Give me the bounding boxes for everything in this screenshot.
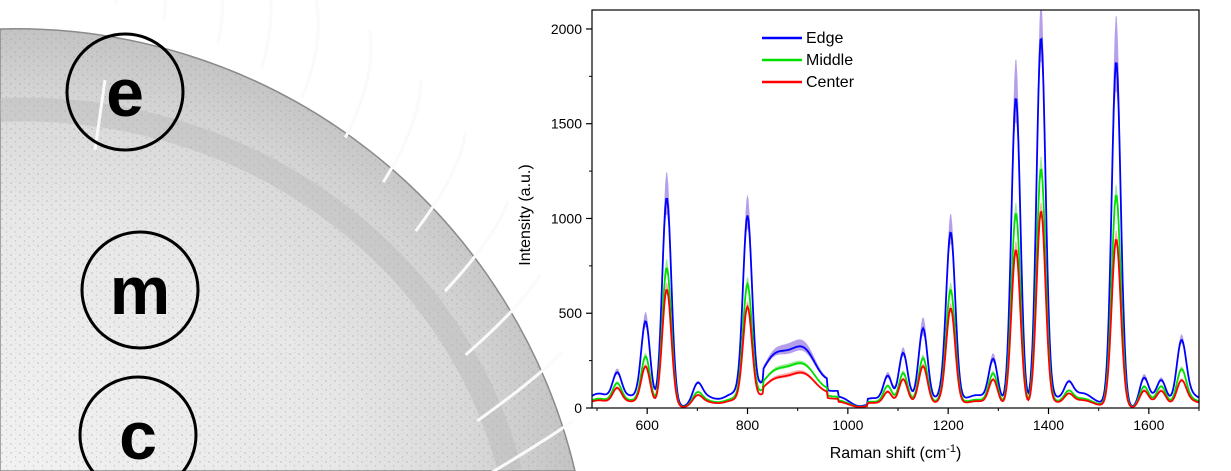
marker-label: c xyxy=(119,398,157,471)
marker-circle xyxy=(78,375,198,471)
crack-line xyxy=(259,0,273,69)
marker-circle xyxy=(80,230,200,350)
x-axis-label-main: Raman shift (cm xyxy=(830,445,946,462)
crack-line xyxy=(300,0,320,99)
edge-cracks xyxy=(93,0,574,471)
series-edge xyxy=(592,37,1199,407)
x-tick-label: 1600 xyxy=(1133,417,1164,433)
marker-center: c xyxy=(78,375,198,471)
droplet-texture xyxy=(0,28,575,471)
legend-label: Center xyxy=(806,74,855,91)
y-tick-label: 1500 xyxy=(551,116,582,132)
y-tick-label: 0 xyxy=(574,400,582,416)
crack-line xyxy=(464,273,542,357)
crack-line xyxy=(491,419,574,471)
crack-line xyxy=(476,350,564,423)
legend-label: Middle xyxy=(806,52,853,69)
legend-label: Edge xyxy=(806,30,843,47)
crack-line xyxy=(414,132,467,232)
x-tick-label: 1400 xyxy=(1033,417,1064,433)
y-tick-label: 2000 xyxy=(551,21,582,37)
x-axis-label-tail: ) xyxy=(956,445,961,462)
x-tick-label: 600 xyxy=(636,417,660,433)
crack-line xyxy=(216,0,225,44)
y-axis-label: Intensity (a.u.) xyxy=(517,164,534,265)
x-axis-label-superscript: -1 xyxy=(946,443,956,455)
plot-frame xyxy=(591,9,1200,409)
x-axis: 600 800 1000 1200 1400 1600 xyxy=(596,408,1200,433)
legend-item-edge: Edge xyxy=(762,30,843,47)
marker-circle xyxy=(65,32,185,152)
crack-line xyxy=(343,30,373,139)
series-center xyxy=(592,210,1199,408)
y-axis: 0 500 1000 1500 2000 xyxy=(551,21,592,416)
y-tick-label: 1000 xyxy=(551,210,582,226)
y-tick-label: 500 xyxy=(559,305,583,321)
marker-label: m xyxy=(110,253,170,329)
legend-item-center: Center xyxy=(762,74,855,91)
legend: Edge Middle Center xyxy=(762,30,855,91)
chart-panel: 600 800 1000 1200 1400 1600 0500100015002000 … xyxy=(517,9,1200,462)
x-axis-label: Raman shift (cm-1) xyxy=(830,443,962,462)
marker-middle: m xyxy=(80,230,200,350)
coffee-ring-darkening xyxy=(0,97,522,471)
crack-line xyxy=(162,0,167,21)
micrograph-panel: e mc xyxy=(0,0,600,471)
marker-label: e xyxy=(106,55,144,131)
x-tick-label: 1200 xyxy=(933,417,964,433)
crack-line xyxy=(93,79,107,151)
crack-line xyxy=(443,200,510,293)
crack-line xyxy=(382,78,423,183)
legend-item-middle: Middle xyxy=(762,52,853,69)
marker-edge: e xyxy=(65,32,185,152)
x-tick-label: 1000 xyxy=(832,417,863,433)
x-tick-label: 800 xyxy=(736,417,760,433)
